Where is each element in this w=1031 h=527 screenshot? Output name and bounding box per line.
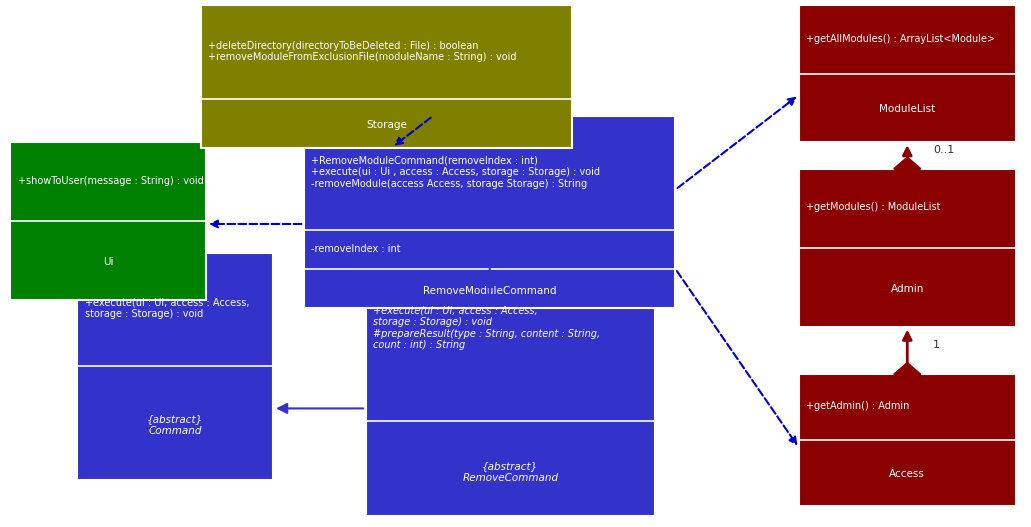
Text: +execute(ui : Ui, access : Access,
storage : Storage) : void: +execute(ui : Ui, access : Access, stora…: [85, 298, 250, 319]
Text: +execute(ui : Ui, access : Access,
storage : Storage) : void
#prepareResult(type: +execute(ui : Ui, access : Access, stora…: [373, 306, 600, 350]
Bar: [10, 142, 206, 300]
Text: +getModules() : ModuleList: +getModules() : ModuleList: [806, 202, 940, 212]
Bar: [366, 237, 655, 516]
Text: 1: 1: [933, 340, 940, 350]
Bar: [304, 116, 675, 308]
Bar: [799, 374, 1016, 506]
Text: +getAdmin() : Admin: +getAdmin() : Admin: [806, 402, 909, 412]
Polygon shape: [894, 363, 921, 386]
Text: Storage: Storage: [366, 120, 407, 130]
Text: -removeIndex : int: -removeIndex : int: [311, 245, 401, 255]
Bar: [77, 253, 273, 480]
Text: {abstract}
Command: {abstract} Command: [147, 414, 203, 436]
Text: Ui: Ui: [103, 258, 113, 267]
Text: RemoveModuleCommand: RemoveModuleCommand: [423, 286, 557, 296]
Bar: [201, 5, 572, 148]
Text: +deleteDirectory(directoryToBeDeleted : File) : boolean
+removeModuleFromExclusi: +deleteDirectory(directoryToBeDeleted : …: [208, 41, 517, 62]
Text: {abstract}
RemoveCommand: {abstract} RemoveCommand: [462, 461, 559, 483]
Bar: [799, 169, 1016, 327]
Bar: [799, 5, 1016, 142]
Text: Access: Access: [890, 470, 925, 479]
Text: +getAllModules() : ArrayList<Module>: +getAllModules() : ArrayList<Module>: [806, 34, 995, 44]
Text: Admin: Admin: [891, 284, 924, 294]
Text: +showToUser(message : String) : void: +showToUser(message : String) : void: [18, 176, 203, 186]
Text: +RemoveModuleCommand(removeIndex : int)
+execute(ui : Ui , access : Access, stor: +RemoveModuleCommand(removeIndex : int) …: [311, 155, 600, 189]
Text: 0..1: 0..1: [933, 145, 955, 155]
Text: ModuleList: ModuleList: [879, 104, 935, 114]
Polygon shape: [894, 157, 921, 180]
